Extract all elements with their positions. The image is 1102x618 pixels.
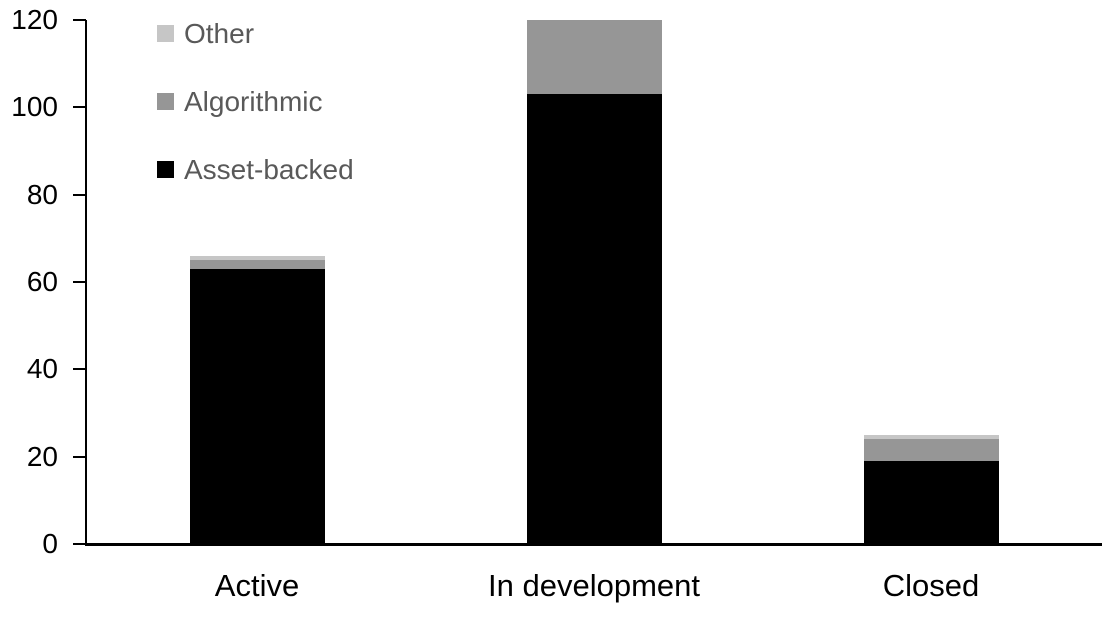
x-axis-label-in-development: In development	[488, 568, 700, 603]
legend-label-asset-backed: Asset-backed	[184, 153, 354, 185]
legend-label-algorithmic: Algorithmic	[184, 85, 323, 117]
legend-item-algorithmic: Algorithmic	[157, 87, 354, 116]
y-tick-label-20: 20	[26, 440, 58, 472]
legend-swatch-asset-backed	[157, 161, 174, 178]
x-axis-label-active: Active	[214, 568, 300, 603]
bar-segment-in-development-asset-backed	[526, 94, 662, 544]
legend-swatch-other	[157, 25, 174, 42]
legend-swatch-algorithmic	[157, 93, 174, 110]
y-tick-label-80: 80	[26, 178, 58, 210]
y-tick-label-60: 60	[26, 266, 58, 297]
y-tick-label-0: 0	[42, 528, 58, 559]
legend: Other Algorithmic Asset-backed	[157, 19, 354, 184]
bar-segment-closed-algorithmic	[863, 439, 999, 462]
y-axis-line	[85, 20, 87, 546]
y-tick-mark-40	[73, 368, 86, 371]
y-tick-mark-120	[73, 19, 86, 21]
bar-segment-active-other	[189, 255, 325, 261]
y-tick-mark-80	[73, 193, 86, 196]
bar-segment-closed-other	[863, 434, 999, 440]
x-axis-line	[85, 543, 1102, 546]
legend-label-other: Other	[184, 17, 255, 49]
legend-item-other: Other	[157, 19, 354, 48]
y-tick-label-120: 120	[11, 4, 58, 35]
legend-item-asset-backed: Asset-backed	[157, 155, 354, 184]
y-tick-mark-100	[73, 106, 86, 109]
bar-segment-active-asset-backed	[189, 268, 325, 544]
bar-segment-in-development-algorithmic	[526, 20, 662, 95]
y-tick-label-100: 100	[11, 91, 58, 123]
y-tick-mark-0	[73, 543, 86, 545]
y-tick-mark-20	[73, 455, 86, 458]
y-tick-mark-60	[73, 281, 86, 283]
bar-segment-active-algorithmic	[189, 260, 325, 269]
bar-segment-closed-asset-backed	[863, 461, 999, 544]
y-tick-label-40: 40	[26, 353, 58, 385]
x-axis-label-closed: Closed	[882, 568, 980, 603]
